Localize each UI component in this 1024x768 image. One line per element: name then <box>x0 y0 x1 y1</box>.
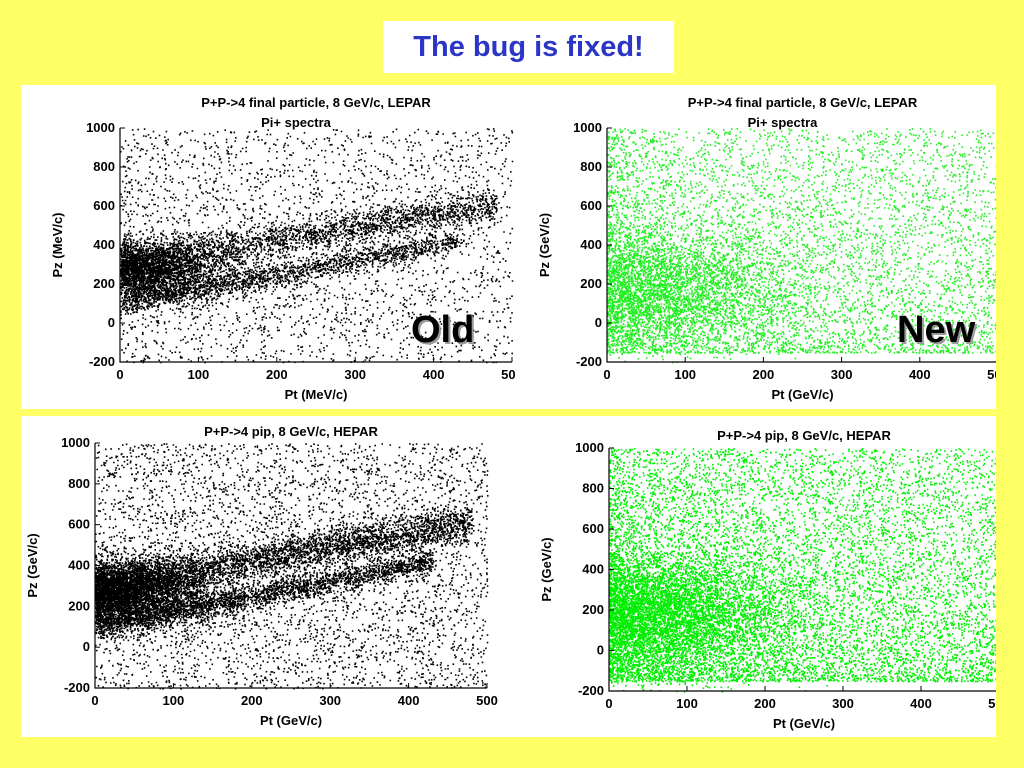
slide-title: The bug is fixed! <box>383 21 674 73</box>
x-tick-label: 100 <box>674 367 696 382</box>
y-tick-label: 600 <box>582 521 604 536</box>
x-tick-label: 500 <box>501 367 516 382</box>
x-tick-label: 300 <box>831 367 853 382</box>
x-tick-label: 200 <box>266 367 288 382</box>
chart-svg: 0100200300400500-20002004006008001000P+P… <box>539 428 996 731</box>
x-tick-label: 300 <box>832 696 854 711</box>
y-tick-label: -200 <box>578 683 604 698</box>
chart-subtitle: Pi+ spectra <box>748 115 819 130</box>
chart-svg: 0100200300400500-20002004006008001000P+P… <box>50 95 516 402</box>
scatter-plot-old-hepar: 0 100 200 300 400 500 -200 0 200 400 600 800 1000 P+P… <box>21 416 516 737</box>
chart-title: P+P->4 pip, 8 GeV/c, HEPAR <box>204 424 378 439</box>
x-tick-label: 300 <box>344 367 366 382</box>
old-label: Old <box>411 309 475 351</box>
y-tick-label: -200 <box>576 354 602 369</box>
y-tick-label: 400 <box>68 558 90 573</box>
y-tick-label: 1000 <box>573 120 602 135</box>
x-tick-label: 100 <box>188 367 210 382</box>
y-axis-label: Pz (GeV/c) <box>539 537 554 601</box>
data-points <box>95 443 489 690</box>
chart-subtitle: Pi+ spectra <box>261 115 332 130</box>
y-tick-label: 0 <box>108 315 115 330</box>
x-tick-label: 400 <box>909 367 931 382</box>
x-tick-label: 400 <box>423 367 445 382</box>
x-tick-label: 500 <box>476 693 498 708</box>
scatter-points <box>95 443 489 690</box>
x-tick-label: 500 <box>988 696 996 711</box>
y-tick-label: 800 <box>68 476 90 491</box>
x-axis-label: Pt (GeV/c) <box>773 716 835 731</box>
x-tick-label: 300 <box>319 693 341 708</box>
x-tick-label: 0 <box>116 367 123 382</box>
data-points <box>607 128 996 364</box>
x-axis-label: Pt (GeV/c) <box>771 387 833 402</box>
scatter-points <box>607 128 996 364</box>
y-axis-label: Pz (MeV/c) <box>50 212 65 277</box>
x-axis-label: Pt (GeV/c) <box>260 713 322 728</box>
y-tick-label: 0 <box>595 315 602 330</box>
x-tick-label: 200 <box>241 693 263 708</box>
x-tick-label: 400 <box>910 696 932 711</box>
y-tick-label: 200 <box>582 602 604 617</box>
chart-title: P+P->4 pip, 8 GeV/c, HEPAR <box>717 428 891 443</box>
x-tick-label: 400 <box>398 693 420 708</box>
y-tick-label: 1000 <box>61 435 90 450</box>
y-tick-label: -200 <box>89 354 115 369</box>
y-tick-label: 400 <box>582 562 604 577</box>
data-points <box>609 448 996 693</box>
x-tick-label: 0 <box>91 693 98 708</box>
x-tick-label: 0 <box>605 696 612 711</box>
y-tick-label: 1000 <box>575 440 604 455</box>
x-tick-label: 500 <box>987 367 996 382</box>
y-tick-label: 0 <box>83 639 90 654</box>
bottom-panel: 0 100 200 300 400 500 -200 0 200 400 600 800 1000 P+P… <box>21 416 996 737</box>
y-tick-label: -200 <box>64 680 90 695</box>
y-axis-label: Pz (GeV/c) <box>537 213 552 277</box>
y-tick-label: 200 <box>68 598 90 613</box>
y-tick-label: 600 <box>68 517 90 532</box>
y-tick-label: 200 <box>580 276 602 291</box>
x-tick-label: 0 <box>603 367 610 382</box>
y-axis-label: Pz (GeV/c) <box>25 533 40 597</box>
chart-title: P+P->4 final particle, 8 GeV/c, LEPAR <box>688 95 918 110</box>
scatter-points <box>609 448 996 693</box>
chart-svg: 0100200300400500-20002004006008001000P+P… <box>537 95 996 402</box>
x-tick-label: 200 <box>754 696 776 711</box>
chart-title: P+P->4 final particle, 8 GeV/c, LEPAR <box>201 95 431 110</box>
data-points <box>120 128 514 364</box>
new-label: New <box>897 309 976 351</box>
y-tick-label: 600 <box>580 198 602 213</box>
y-tick-label: 400 <box>93 237 115 252</box>
y-tick-label: 600 <box>93 198 115 213</box>
y-tick-label: 200 <box>93 276 115 291</box>
x-axis-label: Pt (MeV/c) <box>285 387 348 402</box>
x-tick-label: 100 <box>163 693 185 708</box>
y-tick-label: 0 <box>597 643 604 658</box>
scatter-plot-old-lepar: 0100200300400500-20002004006008001000P+P… <box>21 85 516 409</box>
scatter-plot-new-hepar: 0100200300400500-20002004006008001000P+P… <box>511 416 996 737</box>
scatter-plot-new-lepar: 0100200300400500-20002004006008001000P+P… <box>511 85 996 409</box>
y-tick-label: 1000 <box>86 120 115 135</box>
y-tick-label: 800 <box>580 159 602 174</box>
x-tick-label: 200 <box>753 367 775 382</box>
scatter-points <box>120 128 514 364</box>
y-tick-label: 800 <box>93 159 115 174</box>
y-tick-label: 400 <box>580 237 602 252</box>
x-tick-label: 100 <box>676 696 698 711</box>
top-panel: 0100200300400500-20002004006008001000P+P… <box>21 85 996 409</box>
y-tick-label: 800 <box>582 481 604 496</box>
